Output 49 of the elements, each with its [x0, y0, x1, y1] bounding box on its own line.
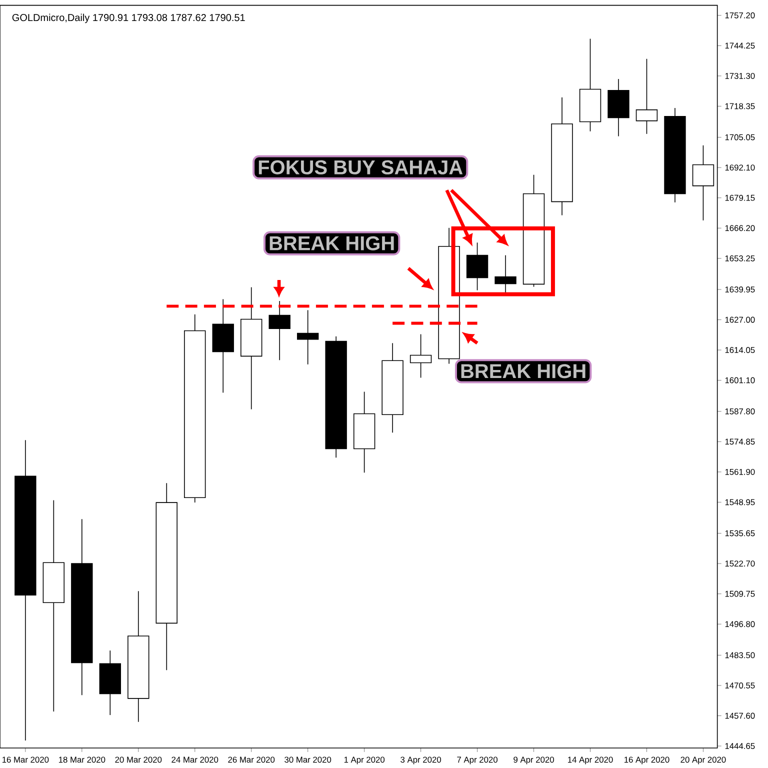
x-tick-label: 16 Apr 2020: [624, 756, 670, 764]
x-tick-label: 7 Apr 2020: [457, 756, 498, 764]
candlestick: [268, 300, 290, 361]
y-tick-label: 1483.50: [725, 652, 755, 658]
y-tick-label: 1639.95: [725, 286, 755, 292]
x-tick-label: 9 Apr 2020: [514, 756, 554, 764]
x-tick-label: 1 Apr 2020: [344, 756, 385, 764]
y-tick-label: 1522.70: [725, 560, 755, 567]
x-tick-label: 20 Apr 2020: [680, 756, 726, 764]
y-tick-label: 1509.75: [725, 590, 755, 597]
x-tick-label: 30 Mar 2020: [284, 756, 332, 763]
y-tick-label: 1692.10: [725, 164, 755, 171]
text: GOLDmicro,Daily 1790.91 1793.08 1787.62 1790.51: [12, 14, 245, 24]
candlestick: [466, 242, 488, 291]
x-tick-label: 3 Apr 2020: [400, 756, 442, 764]
y-tick-label: 1666.20: [725, 225, 755, 232]
y-tick-label: 1757.20: [725, 12, 755, 18]
y-tick-label: 1444.65: [725, 743, 755, 749]
candlestick: [692, 144, 714, 221]
x-tick-label: 26 Mar 2020: [228, 756, 275, 763]
y-tick-label: 1470.55: [725, 682, 755, 688]
candlestick: [494, 254, 516, 294]
candlestick: [636, 58, 658, 134]
y-tick-label: 1614.05: [725, 347, 755, 353]
annotation: BREAK HIGH: [270, 236, 394, 250]
y-tick-label: 1679.15: [725, 194, 755, 201]
y-tick-label: 1718.35: [725, 103, 755, 110]
annotation: FOKUS BUY SAHAJA: [258, 160, 463, 174]
x-tick-label: 18 Mar 2020: [58, 756, 106, 763]
x-tick-label: 16 Mar 2020: [2, 756, 49, 763]
y-tick-label: 1561.90: [725, 468, 755, 475]
x-tick-label: 24 Mar 2020: [172, 756, 218, 763]
y-tick-label: 1653.25: [725, 255, 755, 262]
candlestick: [296, 310, 319, 365]
candlestick: [410, 334, 432, 378]
y-tick-label: 1548.95: [725, 499, 755, 506]
y-tick-label: 1601.10: [725, 377, 755, 384]
y-tick-label: 1587.80: [725, 408, 755, 414]
y-tick-label: 1457.60: [725, 712, 755, 719]
annotation: BREAK HIGH: [461, 364, 586, 378]
y-tick-label: 1744.25: [725, 42, 755, 49]
x-tick-label: 14 Apr 2020: [568, 756, 613, 764]
y-tick-label: 1731.30: [725, 72, 755, 79]
y-tick-label: 1496.80: [725, 621, 755, 628]
y-tick-label: 1535.65: [725, 530, 755, 536]
y-tick-label: 1574.85: [725, 438, 755, 445]
x-tick-label: 20 Mar 2020: [115, 756, 162, 763]
y-tick-label: 1627.00: [725, 316, 755, 323]
y-tick-label: 1705.05: [725, 134, 755, 140]
